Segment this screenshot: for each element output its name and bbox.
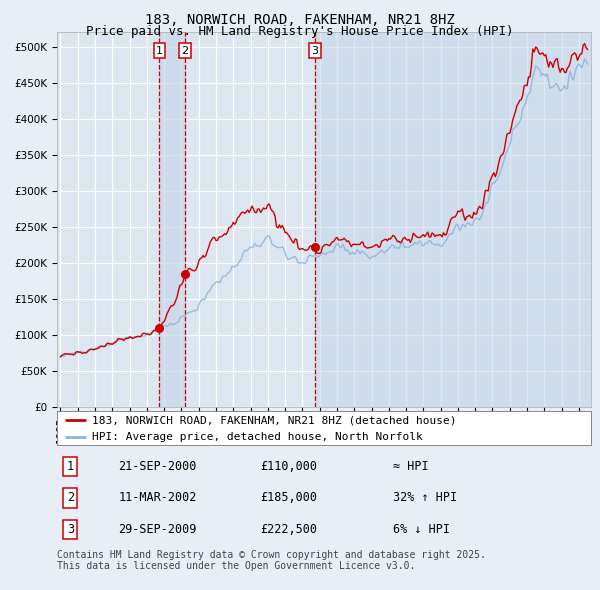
Text: £110,000: £110,000 [260, 460, 317, 473]
Text: 29-SEP-2009: 29-SEP-2009 [118, 523, 197, 536]
Text: £185,000: £185,000 [260, 491, 317, 504]
Text: Contains HM Land Registry data © Crown copyright and database right 2025.
This d: Contains HM Land Registry data © Crown c… [57, 550, 486, 572]
Text: HPI: Average price, detached house, North Norfolk: HPI: Average price, detached house, Nort… [92, 431, 422, 441]
Text: 183, NORWICH ROAD, FAKENHAM, NR21 8HZ (detached house): 183, NORWICH ROAD, FAKENHAM, NR21 8HZ (d… [92, 415, 456, 425]
Text: 1: 1 [67, 460, 74, 473]
Text: £222,500: £222,500 [260, 523, 317, 536]
Text: 2: 2 [181, 45, 188, 55]
Text: 183, NORWICH ROAD, FAKENHAM, NR21 8HZ: 183, NORWICH ROAD, FAKENHAM, NR21 8HZ [145, 13, 455, 27]
Text: Price paid vs. HM Land Registry's House Price Index (HPI): Price paid vs. HM Land Registry's House … [86, 25, 514, 38]
Text: 2: 2 [67, 491, 74, 504]
Text: 3: 3 [311, 45, 319, 55]
Text: 6% ↓ HPI: 6% ↓ HPI [394, 523, 451, 536]
Text: 11-MAR-2002: 11-MAR-2002 [118, 491, 197, 504]
Text: 1: 1 [156, 45, 163, 55]
Text: 21-SEP-2000: 21-SEP-2000 [118, 460, 197, 473]
Bar [160, 32, 185, 407]
Text: 3: 3 [67, 523, 74, 536]
Bar [315, 32, 591, 407]
Text: 32% ↑ HPI: 32% ↑ HPI [394, 491, 458, 504]
Text: ≈ HPI: ≈ HPI [394, 460, 429, 473]
